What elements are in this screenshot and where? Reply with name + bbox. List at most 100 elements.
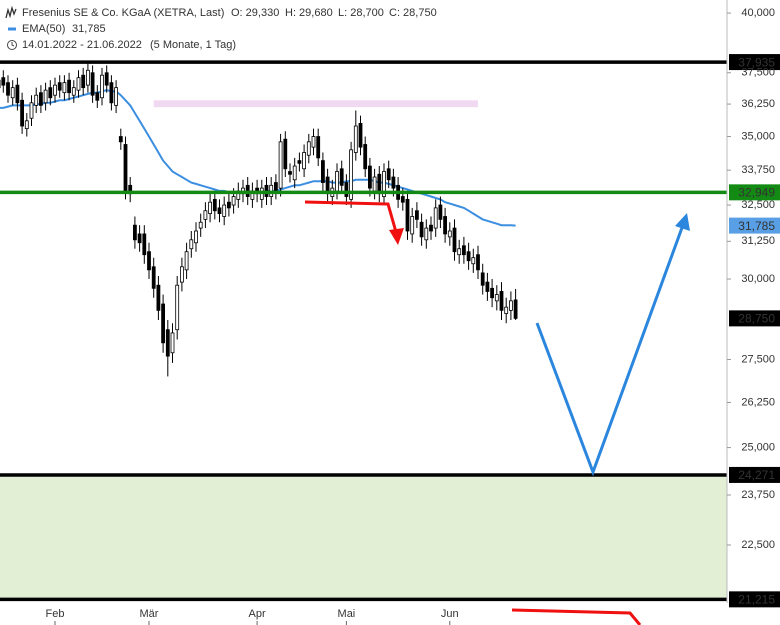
y-tick-label: 30,000: [741, 273, 775, 285]
candle-body: [433, 207, 438, 229]
last-price-bg: [729, 310, 780, 327]
candle-body: [513, 299, 518, 319]
candle-body: [231, 196, 236, 206]
y-tick-label: 40,000: [741, 7, 775, 19]
ohlc-label: C: 28,750: [389, 7, 437, 19]
chart-icon: [5, 5, 17, 19]
candle-body: [34, 94, 39, 106]
candle-body: [123, 144, 128, 192]
candle-body: [198, 221, 203, 229]
candle-body: [410, 216, 415, 235]
x-tick-label: Jun: [441, 608, 459, 620]
y-tick-label: 36,250: [741, 98, 775, 110]
legend-label: EMA(50): [22, 23, 65, 35]
candle-body: [222, 204, 227, 217]
candle-body: [226, 201, 231, 209]
candle-body: [81, 74, 86, 89]
candle-body: [71, 87, 76, 96]
candle-body: [424, 227, 429, 241]
candle-body: [142, 233, 147, 256]
candle-body: [349, 149, 354, 200]
candle-body: [109, 82, 114, 104]
candle-body: [344, 182, 349, 197]
candle-body: [67, 79, 71, 94]
candle-body: [288, 171, 292, 175]
candle-body: [118, 136, 123, 143]
candle-body: [461, 245, 466, 256]
x-tick-label: Apr: [249, 608, 266, 620]
last-price-label: 28,750: [738, 312, 775, 326]
level-label: 24,271: [738, 468, 775, 482]
candle-body: [457, 248, 462, 256]
candle-body: [452, 227, 457, 253]
y-tick-label: 32,500: [741, 199, 775, 211]
candle-body: [386, 168, 391, 181]
candle-body: [156, 284, 161, 311]
candle-body: [316, 136, 321, 159]
candle-body: [438, 204, 443, 220]
candle-body: [151, 266, 156, 289]
candle-body: [480, 272, 485, 286]
ohlc-label: H: 29,680: [285, 7, 333, 19]
level-label-bg: [729, 184, 780, 201]
candle-body: [419, 221, 424, 238]
x-tick-label: Mai: [338, 608, 356, 620]
candle-body: [335, 171, 339, 192]
candle-body: [508, 300, 513, 311]
y-tick-label: 31,250: [741, 235, 775, 247]
candle-body: [447, 230, 452, 238]
candles: [0, 62, 518, 377]
candle-body: [179, 266, 184, 283]
red-arrow: [304, 200, 398, 233]
chart-title: Fresenius SE & Co. KGaA (XETRA, Last): [22, 7, 224, 19]
level-label-bg: [729, 54, 780, 71]
candle-body: [208, 201, 213, 215]
candle-body: [306, 141, 311, 156]
ohlc-label: L: 28,700: [338, 7, 384, 19]
candle-body: [273, 182, 278, 192]
candle-body: [53, 84, 57, 96]
y-tick-label: 25,000: [741, 441, 775, 453]
candle-body: [382, 171, 386, 197]
candle-body: [10, 87, 15, 99]
level-label: 32,949: [738, 186, 775, 200]
level-label: 37,935: [738, 55, 775, 69]
candle-body: [132, 224, 137, 241]
y-tick-label: 26,250: [741, 396, 775, 408]
candle-body: [114, 87, 118, 106]
candle-body: [194, 230, 198, 244]
x-tick-label: Mär: [140, 608, 159, 620]
candle-body: [39, 92, 43, 106]
candle-body: [217, 207, 222, 215]
candle-body: [372, 176, 377, 192]
candle-body: [429, 224, 433, 232]
candle-body: [212, 198, 217, 212]
candle-body: [90, 72, 95, 96]
candle-body: [353, 125, 358, 153]
candle-body: [476, 254, 480, 271]
candle-body: [20, 99, 25, 127]
candle-body: [283, 138, 288, 170]
level-label-bg: [729, 466, 780, 483]
candle-body: [297, 160, 302, 164]
clock-icon: [7, 40, 17, 50]
candle-body: [161, 303, 166, 344]
candle-body: [76, 77, 81, 91]
candle-body: [100, 74, 104, 99]
zone: [153, 100, 478, 108]
candle-body: [165, 329, 170, 357]
candle-body: [485, 281, 490, 292]
red-arrowhead: [389, 228, 404, 245]
candle-body: [363, 144, 368, 170]
candle-body: [43, 89, 48, 104]
ema-label-bg: [729, 217, 780, 234]
blue-arrow: [535, 224, 685, 477]
candle-body: [278, 141, 283, 189]
header-bg: [0, 2, 440, 52]
candle-body: [203, 210, 208, 220]
candle-body: [466, 251, 471, 262]
candle-body: [504, 306, 509, 314]
candle-body: [48, 87, 53, 99]
ema-label: 31,785: [738, 219, 775, 233]
